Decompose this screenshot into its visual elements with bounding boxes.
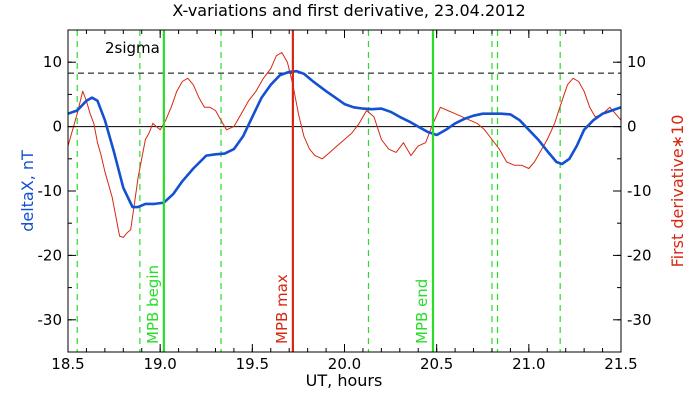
y-tick-label-right-2: -10 [627,182,652,200]
green-dashed-lines [76,30,561,352]
x-tick-label-2: 19.5 [236,355,269,373]
y-tick-label-left-1: -20 [38,246,63,264]
y-axis-label-left: deltaX, nT [18,150,37,232]
event-markers: MPB begin MPB max MPB end [144,30,435,352]
x-tick-label-5: 21.0 [512,355,545,373]
chart-title: X-variations and first derivative, 23.04… [172,1,525,20]
x-tick-label-6: 21.5 [604,355,637,373]
event-marker-label-1: MPB max [273,274,291,344]
event-marker-label-0: MPB begin [144,265,162,344]
y-tick-label-right-3: 0 [627,118,637,136]
x-tick-label-0: 18.5 [51,355,84,373]
x-axis-label: UT, hours [306,371,383,390]
x-tick-label-4: 20.5 [420,355,453,373]
x-tick-label-1: 19.0 [143,355,176,373]
y-axis-label-right: First derivative∗10 [668,115,687,268]
x-axis-ticks: 18.5 19.0 19.5 20.0 20.5 21.0 21.5 [51,30,638,373]
event-marker-label-2: MPB end [413,279,431,344]
threshold-label: 2sigma [105,39,160,57]
y-tick-label-right-4: 10 [627,53,646,71]
y-tick-label-right-0: -30 [627,311,652,329]
x-tick-label-3: 20.0 [328,355,361,373]
y-tick-label-left-0: -30 [38,311,63,329]
series-deltaX-line [67,69,622,209]
series-lines [67,52,622,238]
series-derivative-line [67,52,622,238]
y-tick-label-left-3: 0 [52,118,62,136]
y-tick-label-left-2: -10 [38,182,63,200]
y-tick-label-right-1: -20 [627,246,652,264]
y-axis-ticks: -30 -30 -20 -20 -10 -10 0 0 10 10 [38,29,652,353]
y-tick-label-left-4: 10 [43,53,62,71]
